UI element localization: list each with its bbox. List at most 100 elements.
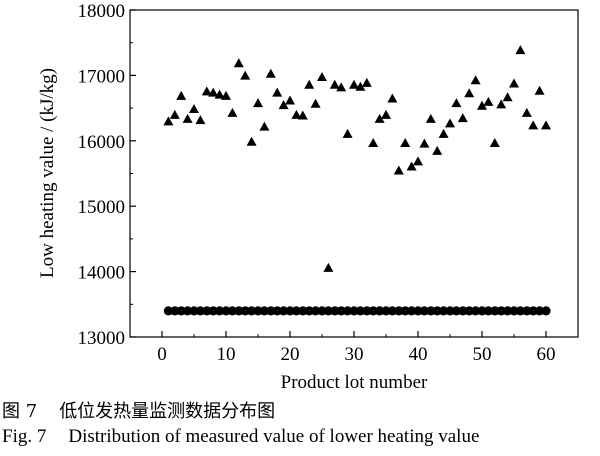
circle-point — [464, 306, 474, 316]
circle-point — [227, 306, 237, 316]
circle-point — [330, 306, 340, 316]
triangle-point — [246, 136, 257, 146]
triangle-point — [169, 109, 180, 119]
triangle-point — [163, 116, 174, 126]
circle-point — [445, 306, 455, 316]
triangle-point — [285, 95, 295, 105]
triangle-point — [342, 128, 353, 138]
figure-title-english: Distribution of measured value of lower … — [68, 426, 480, 447]
triangle-point — [201, 86, 212, 96]
circle-point — [349, 306, 359, 316]
triangle-point — [400, 138, 411, 148]
figure-caption-english: Fig. 7 Distribution of measured value of … — [2, 426, 479, 448]
circle-point — [496, 306, 506, 316]
triangle-point — [374, 113, 385, 123]
y-tick-label: 18000 — [78, 1, 126, 22]
triangle-point — [534, 85, 545, 95]
triangle-point — [528, 120, 539, 130]
triangle-point — [259, 121, 270, 131]
triangle-point — [457, 113, 468, 123]
triangle-point — [323, 262, 334, 272]
circle-point — [394, 306, 404, 316]
x-tick-label: 50 — [473, 344, 492, 365]
plot-frame — [129, 9, 579, 338]
triangle-point — [278, 100, 289, 110]
circle-point — [163, 306, 173, 316]
figure-caption-chinese: 图 7 低位发热量监测数据分布图 — [2, 397, 275, 423]
x-tick-label: 30 — [345, 344, 364, 365]
circle-point — [285, 306, 295, 316]
circle-point — [170, 306, 180, 316]
triangle-point — [502, 92, 513, 102]
y-tick-label: 14000 — [78, 263, 126, 284]
circle-point — [253, 306, 263, 316]
triangle-point — [496, 99, 507, 109]
circle-point — [317, 306, 327, 316]
triangle-point — [361, 77, 372, 87]
y-tick-label: 17000 — [78, 66, 126, 87]
circle-point — [477, 306, 487, 316]
y-axis-label: Low heating value / (kJ/kg) — [37, 68, 58, 278]
circle-point — [266, 306, 276, 316]
scatter-chart: 0 10 20 30 40 50 60 13000140001500016000170001… — [37, 1, 579, 393]
circle-point — [483, 306, 493, 316]
x-tick-label: 60 — [537, 344, 556, 365]
circle-point — [400, 306, 410, 316]
triangle-point — [240, 70, 251, 80]
triangle-point — [515, 45, 526, 55]
circle-point — [541, 306, 551, 316]
circle-point — [381, 306, 391, 316]
circle-point — [535, 306, 545, 316]
circle-point — [515, 306, 526, 316]
triangle-point — [329, 79, 340, 89]
circle-point — [490, 306, 500, 316]
circle-point — [298, 306, 308, 316]
figure-number-english: Fig. 7 — [2, 426, 47, 447]
circle-point — [323, 306, 333, 316]
circle-point — [522, 306, 532, 316]
circle-point — [195, 306, 205, 316]
circle-point — [419, 306, 429, 316]
triangle-point — [317, 71, 327, 81]
triangle-point — [445, 118, 455, 128]
triangle-point — [349, 79, 359, 89]
triangle-point — [310, 98, 321, 108]
triangle-point — [464, 88, 475, 98]
circle-point — [432, 306, 442, 316]
circle-point — [343, 306, 353, 316]
circle-point — [208, 306, 218, 316]
triangle-point — [208, 87, 219, 97]
triangle-point — [368, 138, 379, 148]
circle-point — [387, 306, 397, 316]
x-tick-label: 10 — [217, 344, 236, 365]
y-tick-label: 13000 — [78, 328, 126, 349]
circle-point — [509, 306, 519, 316]
circle-point — [279, 306, 289, 316]
circle-point — [451, 306, 461, 316]
circle-point — [215, 306, 225, 316]
circle-point — [234, 306, 244, 316]
triangle-point — [509, 78, 519, 88]
triangle-point — [483, 96, 494, 106]
triangle-point — [419, 138, 430, 148]
triangle-point — [393, 165, 404, 175]
triangle-point — [438, 128, 449, 138]
triangle-point — [451, 98, 462, 108]
circle-point — [247, 306, 257, 316]
triangle-point — [413, 156, 423, 166]
triangle-point — [233, 58, 244, 68]
x-axis-label: Product lot number — [281, 372, 428, 393]
circle-point — [240, 306, 250, 316]
circle-point — [189, 306, 199, 316]
circle-point — [304, 306, 314, 316]
circle-point — [362, 306, 372, 316]
y-tick-label: 15000 — [78, 197, 126, 218]
circle-point — [259, 306, 269, 316]
data-points — [163, 45, 551, 316]
triangle-point — [406, 161, 417, 171]
circle-point — [375, 306, 385, 316]
triangle-point — [477, 100, 487, 110]
triangle-point — [432, 145, 443, 155]
circle-point — [311, 306, 321, 316]
circle-point — [471, 306, 481, 316]
